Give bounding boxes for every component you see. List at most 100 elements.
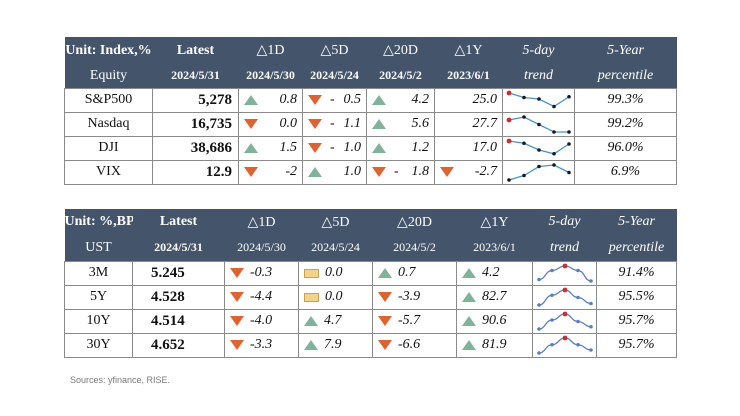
change-value-wrap: 4.2	[458, 265, 532, 281]
down-triangle-icon	[378, 292, 392, 302]
change-cell: -6.6	[372, 332, 457, 358]
change-value: 5.6	[411, 116, 430, 131]
sparkline-point	[562, 287, 568, 292]
sparkline-point	[537, 326, 541, 331]
change-value: 17.0	[472, 140, 498, 155]
up-triangle-icon	[372, 95, 386, 105]
change-value-wrap: -1.8	[368, 164, 434, 180]
sparkline-point	[550, 317, 554, 322]
table-row: 10Y 4.514 -4.0 4.7 -5.7 90.6 95.7%	[64, 308, 677, 334]
change-value: -2.7	[474, 164, 497, 179]
table-row: 5Y 4.528 -4.4 0.0 -3.9 82.7 95.5%	[64, 284, 677, 310]
change-value: 25.0	[472, 92, 498, 107]
latest-value: 5.245	[132, 260, 225, 286]
change-cell: 7.9	[298, 332, 373, 358]
down-triangle-icon	[378, 340, 392, 350]
change-value-wrap: -0.3	[226, 265, 298, 281]
sparkline	[506, 90, 571, 108]
percentile-value: 95.5%	[596, 284, 677, 310]
change-value: 1.5	[279, 140, 298, 155]
change-value-wrap: -2	[240, 164, 302, 180]
percentile-value: 96.0%	[574, 135, 677, 161]
latest-value: 16,735	[152, 111, 239, 137]
sparkline-point	[537, 302, 541, 307]
change-cell: 82.7	[456, 284, 533, 310]
d5-date: 2024/5/24	[302, 64, 367, 88]
category-label: UST	[64, 235, 133, 261]
change-cell: -4.0	[224, 308, 299, 334]
change-value: 0.0	[279, 116, 298, 131]
up-triangle-icon	[378, 268, 392, 278]
tenor-name: 30Y	[64, 332, 133, 358]
latest-value: 5,278	[152, 87, 239, 113]
sparkline-point	[589, 324, 593, 329]
y1-header: △1Y	[434, 37, 503, 64]
unit-label: Unit: Index,%	[64, 37, 153, 64]
trend-cell	[532, 260, 597, 286]
down-triangle-icon	[230, 292, 244, 302]
change-cell: 1.2	[366, 135, 435, 161]
change-value-wrap: -6.6	[374, 337, 456, 353]
change-value: 0.0	[325, 289, 343, 304]
change-value: 0.7	[398, 265, 416, 280]
change-value-wrap: 0.0	[300, 289, 372, 305]
dash-mark: -	[330, 140, 335, 155]
sparkline-point	[567, 129, 571, 134]
sparkline-point	[522, 140, 526, 145]
change-cell: 0.0	[298, 260, 373, 286]
change-value: 4.2	[482, 265, 500, 280]
change-cell: -1.0	[302, 135, 367, 161]
change-value-wrap: 4.7	[300, 313, 372, 329]
index-name: S&P500	[64, 87, 153, 113]
change-value: -4.4	[250, 289, 273, 304]
change-value: 0.5	[343, 92, 362, 107]
change-value-wrap: -1.0	[304, 140, 366, 156]
sparkline	[537, 335, 593, 355]
sparkline-path	[508, 139, 570, 154]
change-value-wrap: 82.7	[458, 289, 532, 305]
change-value-wrap: 27.7	[436, 116, 502, 132]
sparkline-point	[589, 301, 593, 305]
y1-header: △1Y	[456, 209, 533, 235]
change-cell: -0.3	[224, 260, 299, 286]
sparkline	[537, 263, 593, 283]
sparkline-point	[562, 263, 568, 268]
change-cell: -3.3	[224, 332, 299, 358]
sparkline-point	[506, 117, 512, 122]
change-value: 82.7	[482, 289, 507, 304]
d1-date: 2024/5/30	[238, 64, 303, 88]
trend-cell	[502, 87, 575, 113]
change-cell: 1.5	[238, 135, 303, 161]
sparkline-point	[576, 295, 580, 299]
change-value: 1.0	[343, 140, 362, 155]
change-cell: 4.2	[366, 87, 435, 113]
category-label: Equity	[64, 64, 153, 88]
change-cell: 0.7	[372, 260, 457, 286]
table-row: VIX 12.9 -2 1.0 -1.8 -2.7 6.9%	[64, 159, 677, 185]
down-triangle-icon	[308, 119, 322, 129]
change-value-wrap: 7.9	[300, 337, 372, 353]
change-value: 27.7	[472, 116, 498, 131]
sparkline-point	[562, 311, 568, 316]
sparkline-point	[537, 350, 541, 355]
sparkline-point	[552, 104, 556, 108]
trend-subheader: trend	[502, 64, 575, 88]
latest-value: 4.652	[132, 332, 225, 358]
latest-header: Latest	[152, 37, 239, 64]
change-value-wrap: 1.2	[368, 140, 434, 156]
change-value: 4.7	[324, 313, 342, 328]
change-value-wrap: -2.7	[436, 164, 502, 180]
trend-cell	[502, 159, 575, 185]
sparkline-point	[567, 141, 571, 146]
up-triangle-icon	[462, 316, 476, 326]
trend-cell	[502, 135, 575, 161]
d1-date: 2024/5/30	[224, 235, 299, 261]
change-cell: 0.0	[238, 111, 303, 137]
up-triangle-icon	[308, 167, 322, 177]
change-value-wrap: -0.5	[304, 92, 366, 108]
change-value-wrap: 4.2	[368, 92, 434, 108]
d5-date: 2024/5/24	[298, 235, 373, 261]
change-value-wrap: 90.6	[458, 313, 532, 329]
down-triangle-icon	[230, 268, 244, 278]
d20-date: 2024/5/2	[366, 64, 435, 88]
